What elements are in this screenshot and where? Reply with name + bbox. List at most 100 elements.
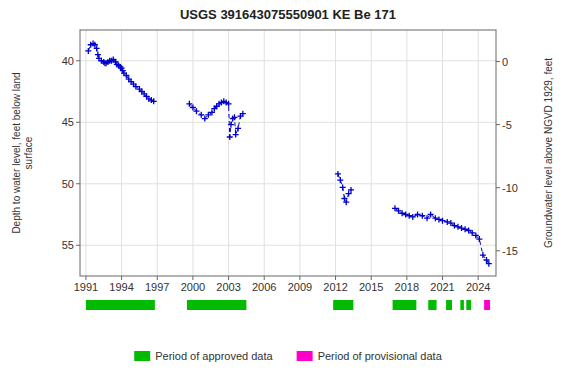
point [476,236,482,242]
x-tick [85,276,86,280]
plot-frame [80,30,496,276]
legend-label: Period of approved data [155,350,273,362]
point [459,225,465,231]
point [428,212,434,218]
point [235,125,241,131]
point [198,112,204,118]
point [151,98,157,104]
y-tick-label: 45 [62,116,74,128]
x-tick [406,276,407,280]
point [473,232,479,238]
x-tick-label: 2024 [466,281,490,293]
period-bar [484,300,490,310]
point [440,218,446,224]
point [462,226,468,232]
period-bar [187,300,246,310]
point [94,45,100,51]
legend-swatch [134,351,150,361]
point [415,212,421,218]
period-bar [466,300,471,310]
point [337,177,343,183]
y-tick-label: 50 [62,178,74,190]
point [436,216,442,222]
x-tick-label: 2012 [323,281,347,293]
x-tick [121,276,122,280]
y2-tick [496,124,500,125]
x-grid-line [406,30,407,276]
x-tick-label: 2009 [288,281,312,293]
point [486,261,492,267]
x-grid-line [85,30,86,276]
period-bar [446,300,452,310]
point [348,187,354,193]
x-grid-line [299,30,300,276]
x-tick [442,276,443,280]
y-tick [76,245,80,246]
y-axis-label-line: surface [23,136,34,169]
x-tick-label: 2006 [252,281,276,293]
point [228,122,234,128]
data [85,41,492,267]
point [232,114,238,120]
x-grid-line [371,30,372,276]
x-tick [371,276,372,280]
y2-tick-label: -10 [502,182,518,194]
y2-tick-label: 0 [502,56,508,68]
x-grid-line [442,30,443,276]
period-bar [428,300,436,310]
point [424,215,430,221]
series-line [88,44,153,102]
axes: 1991199419972000200320062009201220152018… [62,55,518,293]
legend-item: Period of approved data [134,350,273,362]
x-tick [157,276,158,280]
point [455,224,461,230]
point [227,134,233,140]
legend-swatch [297,351,313,361]
x-tick-label: 2015 [359,281,383,293]
point [186,101,192,107]
period-bar [333,300,353,310]
x-tick-label: 1991 [74,281,98,293]
x-grid-line [192,30,193,276]
point [85,48,91,54]
y-tick-label: 55 [62,239,74,251]
point [335,171,341,177]
x-tick [478,276,479,280]
grid [80,30,496,276]
x-tick-label: 2003 [216,281,240,293]
point [403,212,409,218]
y-tick [76,183,80,184]
title: USGS 391643075550901 KE Be 171 [180,7,396,22]
point [95,52,101,58]
x-tick [192,276,193,280]
point [399,210,405,216]
point [233,132,239,138]
y-tick [76,60,80,61]
point [343,199,349,205]
point [193,108,199,114]
y2-tick [496,250,500,251]
point [451,223,457,229]
y2-tick [496,187,500,188]
x-tick-label: 1997 [145,281,169,293]
x-tick [299,276,300,280]
y2-tick [496,61,500,62]
point [202,116,208,122]
x-grid-line [157,30,158,276]
y-grid-line [80,245,496,246]
y-tick-label: 40 [62,55,74,67]
legend-item: Period of provisional data [297,350,443,362]
legend: Period of approved data Period of provisi… [134,350,442,362]
point [444,219,450,225]
x-tick-label: 2018 [395,281,419,293]
y-axis-label: Depth to water level, feet below landsur… [11,72,34,233]
point [406,213,412,219]
y2-axis-label: Groundwater level above NGVD 1929, feet [543,58,554,248]
period-bar [460,300,464,310]
x-grid-line [228,30,229,276]
point [226,101,232,107]
y-grid-line [80,183,496,184]
y2-tick-label: -5 [502,119,512,131]
x-tick-label: 2000 [181,281,205,293]
x-tick-label: 2021 [430,281,454,293]
